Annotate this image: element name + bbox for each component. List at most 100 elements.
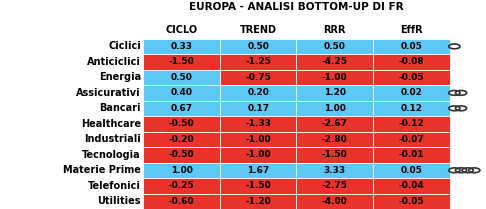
Text: -0.25: -0.25 [169, 181, 194, 190]
FancyBboxPatch shape [373, 70, 450, 85]
Text: -0.05: -0.05 [399, 197, 424, 206]
Text: 0.50: 0.50 [171, 73, 192, 82]
FancyBboxPatch shape [373, 132, 450, 147]
Text: RRR: RRR [324, 25, 346, 35]
FancyBboxPatch shape [373, 163, 450, 178]
FancyBboxPatch shape [143, 116, 220, 132]
FancyBboxPatch shape [220, 194, 296, 209]
FancyBboxPatch shape [220, 147, 296, 163]
FancyBboxPatch shape [296, 70, 373, 85]
FancyBboxPatch shape [143, 163, 220, 178]
FancyBboxPatch shape [373, 147, 450, 163]
Text: -0.08: -0.08 [399, 57, 424, 66]
Text: CICLO: CICLO [166, 25, 198, 35]
FancyBboxPatch shape [296, 194, 373, 209]
Text: Assicurativi: Assicurativi [76, 88, 141, 98]
FancyBboxPatch shape [220, 54, 296, 70]
Text: 1.00: 1.00 [171, 166, 192, 175]
FancyBboxPatch shape [296, 54, 373, 70]
FancyBboxPatch shape [143, 39, 220, 54]
Text: -0.20: -0.20 [169, 135, 194, 144]
Text: -2.75: -2.75 [322, 181, 347, 190]
Text: 0.02: 0.02 [400, 88, 422, 97]
Text: -0.05: -0.05 [399, 73, 424, 82]
Text: Utilities: Utilities [97, 196, 141, 206]
Text: Industriali: Industriali [84, 134, 141, 144]
Text: -0.01: -0.01 [399, 150, 424, 159]
FancyBboxPatch shape [296, 39, 373, 54]
FancyBboxPatch shape [143, 147, 220, 163]
Text: 0.50: 0.50 [247, 42, 269, 51]
Text: EffR: EffR [400, 25, 423, 35]
FancyBboxPatch shape [143, 54, 220, 70]
FancyBboxPatch shape [143, 101, 220, 116]
Text: -1.20: -1.20 [245, 197, 271, 206]
FancyBboxPatch shape [373, 178, 450, 194]
FancyBboxPatch shape [296, 178, 373, 194]
Text: Energia: Energia [99, 72, 141, 82]
Text: -0.75: -0.75 [245, 73, 271, 82]
Text: 0.67: 0.67 [171, 104, 193, 113]
FancyBboxPatch shape [373, 39, 450, 54]
FancyBboxPatch shape [373, 101, 450, 116]
FancyBboxPatch shape [296, 101, 373, 116]
Text: 0.40: 0.40 [171, 88, 192, 97]
FancyBboxPatch shape [143, 70, 220, 85]
FancyBboxPatch shape [220, 39, 296, 54]
Text: -0.04: -0.04 [399, 181, 424, 190]
Text: -4.25: -4.25 [322, 57, 347, 66]
FancyBboxPatch shape [143, 194, 220, 209]
FancyBboxPatch shape [220, 70, 296, 85]
Text: 0.50: 0.50 [324, 42, 346, 51]
Text: Ciclici: Ciclici [108, 41, 141, 51]
FancyBboxPatch shape [296, 85, 373, 101]
Text: -1.33: -1.33 [245, 119, 271, 128]
Text: 0.17: 0.17 [247, 104, 269, 113]
FancyBboxPatch shape [220, 116, 296, 132]
FancyBboxPatch shape [296, 132, 373, 147]
FancyBboxPatch shape [143, 132, 220, 147]
Text: EUROPA - ANALISI BOTTOM-UP DI FR: EUROPA - ANALISI BOTTOM-UP DI FR [189, 2, 404, 12]
Text: 3.33: 3.33 [324, 166, 346, 175]
FancyBboxPatch shape [373, 85, 450, 101]
Text: -1.50: -1.50 [245, 181, 271, 190]
Text: TREND: TREND [240, 25, 277, 35]
FancyBboxPatch shape [143, 178, 220, 194]
FancyBboxPatch shape [220, 85, 296, 101]
Text: -1.50: -1.50 [322, 150, 347, 159]
Text: -1.00: -1.00 [245, 135, 271, 144]
FancyBboxPatch shape [373, 116, 450, 132]
Text: -1.00: -1.00 [245, 150, 271, 159]
Text: Tecnologia: Tecnologia [82, 150, 141, 160]
FancyBboxPatch shape [220, 163, 296, 178]
Text: 1.20: 1.20 [324, 88, 346, 97]
FancyBboxPatch shape [296, 163, 373, 178]
FancyBboxPatch shape [220, 101, 296, 116]
Text: Materie Prime: Materie Prime [63, 165, 141, 175]
Text: Healthcare: Healthcare [81, 119, 141, 129]
Text: -0.50: -0.50 [169, 119, 194, 128]
Text: 0.20: 0.20 [247, 88, 269, 97]
FancyBboxPatch shape [220, 132, 296, 147]
FancyBboxPatch shape [296, 116, 373, 132]
Text: -1.50: -1.50 [169, 57, 194, 66]
FancyBboxPatch shape [373, 194, 450, 209]
FancyBboxPatch shape [373, 54, 450, 70]
FancyBboxPatch shape [143, 85, 220, 101]
Text: -2.80: -2.80 [322, 135, 347, 144]
Text: Telefonici: Telefonici [88, 181, 141, 191]
Text: 0.05: 0.05 [400, 166, 422, 175]
Text: Anticiclici: Anticiclici [87, 57, 141, 67]
Text: 0.12: 0.12 [400, 104, 422, 113]
Text: -1.25: -1.25 [245, 57, 271, 66]
Text: -4.00: -4.00 [322, 197, 347, 206]
Text: -0.50: -0.50 [169, 150, 194, 159]
Text: -0.60: -0.60 [169, 197, 194, 206]
Text: 1.67: 1.67 [247, 166, 269, 175]
Text: 0.05: 0.05 [400, 42, 422, 51]
FancyBboxPatch shape [220, 178, 296, 194]
Text: -2.67: -2.67 [322, 119, 347, 128]
Text: Bancari: Bancari [100, 103, 141, 113]
FancyBboxPatch shape [296, 147, 373, 163]
Text: -0.12: -0.12 [399, 119, 424, 128]
